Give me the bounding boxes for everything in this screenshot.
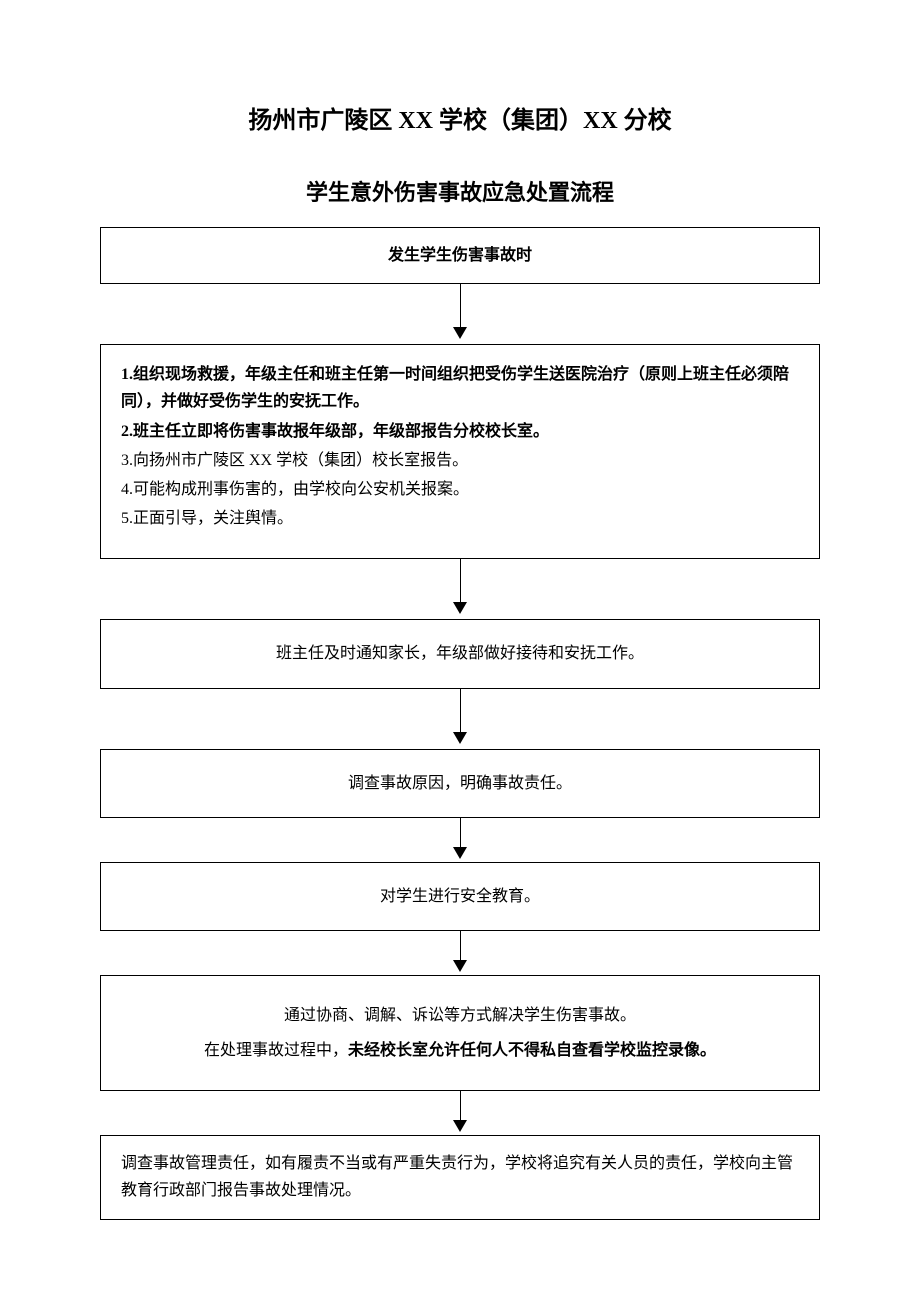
arrow-icon [453, 818, 467, 862]
arrow-icon [453, 1091, 467, 1135]
page-title: 扬州市广陵区 XX 学校（集团）XX 分校 [100, 100, 820, 135]
resolve-line-2-plain: 在处理事故过程中， [204, 1042, 348, 1059]
flowchart: 发生学生伤害事故时 1.组织现场救援，年级主任和班主任第一时间组织把受伤学生送医… [100, 227, 820, 1220]
arrow-icon [453, 284, 467, 344]
flow-node-educate: 对学生进行安全教育。 [100, 862, 820, 931]
arrow-icon [453, 931, 467, 975]
flow-node-investigate: 调查事故原因，明确事故责任。 [100, 749, 820, 818]
flow-node-actions: 1.组织现场救援，年级主任和班主任第一时间组织把受伤学生送医院治疗（原则上班主任… [100, 344, 820, 559]
arrow-icon [453, 689, 467, 749]
resolve-line-2-bold: 未经校长室允许任何人不得私自查看学校监控录像。 [348, 1042, 716, 1059]
action-line-3: 3.向扬州市广陵区 XX 学校（集团）校长室报告。 [121, 447, 799, 474]
flow-node-resolve: 通过协商、调解、诉讼等方式解决学生伤害事故。 在处理事故过程中，未经校长室允许任… [100, 975, 820, 1091]
action-line-1: 1.组织现场救援，年级主任和班主任第一时间组织把受伤学生送医院治疗（原则上班主任… [121, 366, 789, 410]
action-line-5: 5.正面引导，关注舆情。 [121, 505, 799, 532]
resolve-line-2: 在处理事故过程中，未经校长室允许任何人不得私自查看学校监控录像。 [101, 1037, 819, 1064]
flow-node-start: 发生学生伤害事故时 [100, 227, 820, 284]
flow-node-report: 调查事故管理责任，如有履责不当或有严重失责行为，学校将追究有关人员的责任，学校向… [100, 1135, 820, 1219]
flow-node-notify: 班主任及时通知家长，年级部做好接待和安抚工作。 [100, 619, 820, 688]
action-line-2: 2.班主任立即将伤害事故报年级部，年级部报告分校校长室。 [121, 423, 549, 440]
arrow-icon [453, 559, 467, 619]
action-line-4: 4.可能构成刑事伤害的，由学校向公安机关报案。 [121, 476, 799, 503]
resolve-line-1: 通过协商、调解、诉讼等方式解决学生伤害事故。 [101, 1002, 819, 1029]
page-subtitle: 学生意外伤害事故应急处置流程 [100, 175, 820, 207]
